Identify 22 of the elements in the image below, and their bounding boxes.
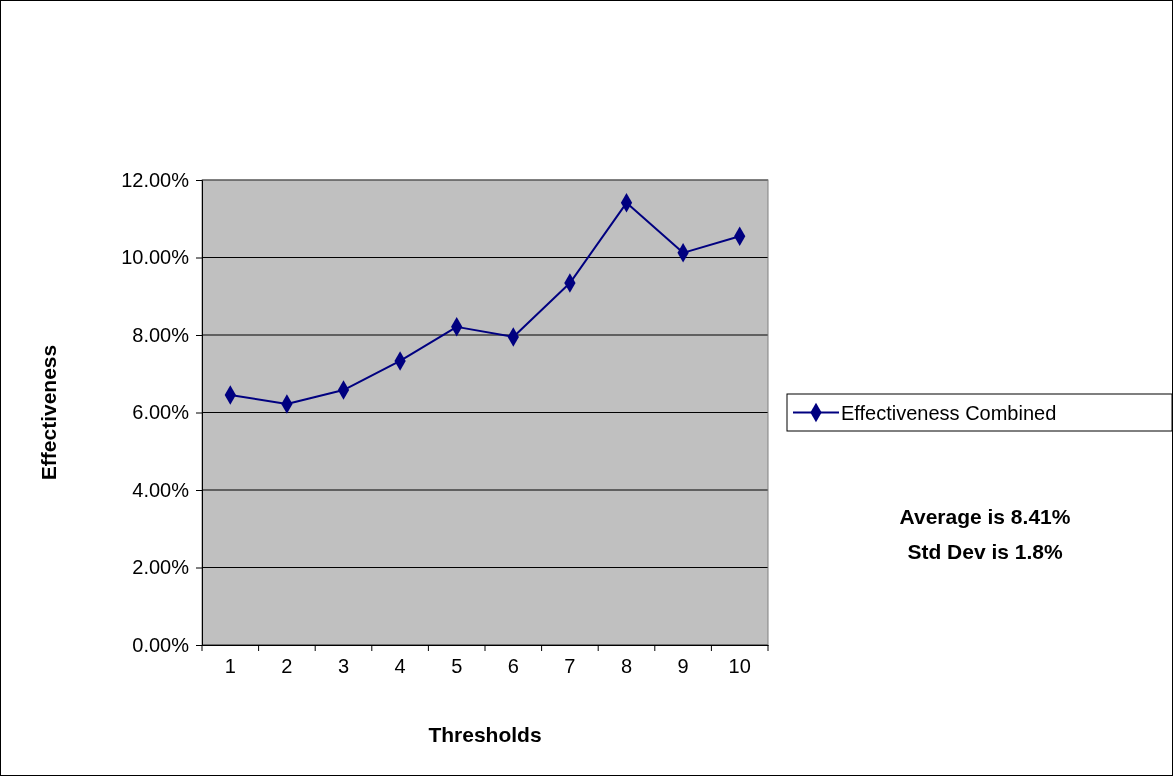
- y-tick-label: 0.00%: [132, 633, 190, 656]
- x-tick-label: 4: [394, 655, 406, 678]
- x-tick-label: 2: [281, 655, 293, 678]
- x-tick-label: 6: [507, 655, 519, 678]
- x-tick-label: 3: [337, 655, 350, 678]
- y-axis-title: Effectiveness: [37, 344, 60, 481]
- x-tick-label: 10: [728, 655, 751, 678]
- y-tick-label: 2.00%: [132, 556, 190, 579]
- y-tick-label: 6.00%: [132, 401, 190, 424]
- x-tick-label: 1: [224, 655, 236, 678]
- x-tick-label: 7: [564, 655, 576, 678]
- x-tick-label: 8: [620, 655, 633, 678]
- y-tick-label: 4.00%: [132, 478, 190, 501]
- text: Average is 8.41%: [899, 505, 1071, 528]
- text: Std Dev is 1.8%: [907, 540, 1063, 563]
- x-tick-label: 9: [677, 655, 689, 678]
- y-tick-label: 8.00%: [132, 323, 190, 346]
- x-axis-title: Thresholds: [428, 723, 542, 746]
- legend-label: Effectiveness Combined: [841, 401, 1057, 424]
- y-tick-label: 10.00%: [121, 246, 190, 269]
- x-tick-label: 5: [451, 655, 463, 678]
- y-tick-label: 12.00%: [121, 168, 190, 191]
